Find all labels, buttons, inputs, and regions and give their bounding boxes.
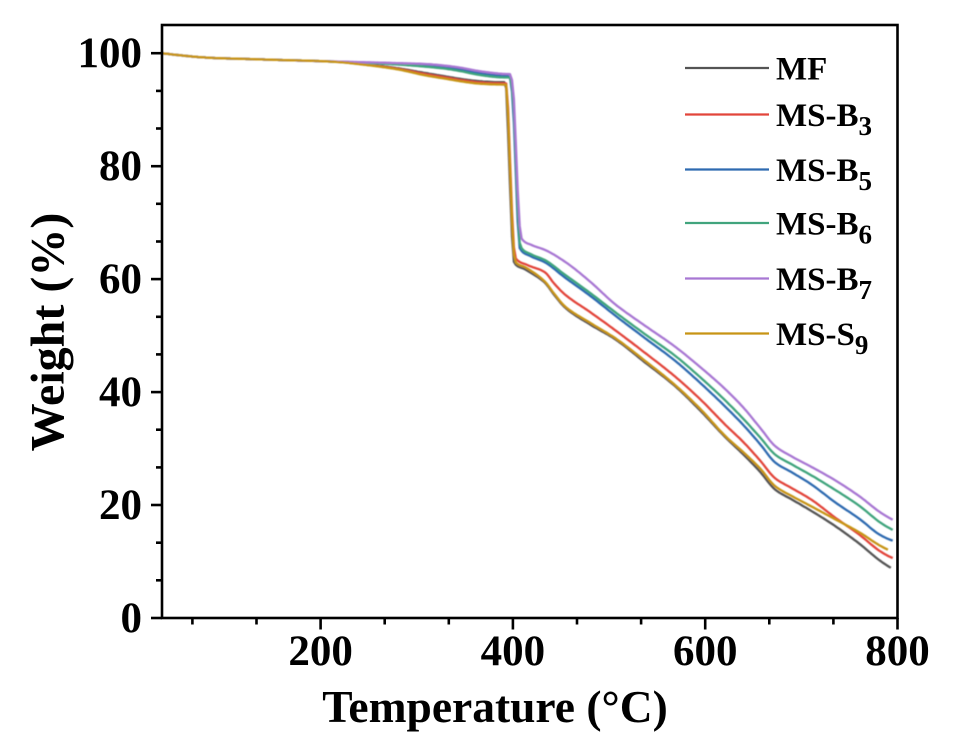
svg-text:0: 0 — [121, 595, 143, 642]
svg-text:Temperature (°C): Temperature (°C) — [322, 681, 667, 732]
svg-text:40: 40 — [99, 369, 142, 416]
svg-text:MS-S9: MS-S9 — [776, 317, 868, 360]
svg-text:100: 100 — [78, 30, 143, 77]
svg-text:MF: MF — [776, 52, 827, 88]
svg-text:MS-B3: MS-B3 — [776, 98, 872, 141]
svg-text:200: 200 — [288, 628, 353, 675]
svg-text:800: 800 — [865, 628, 930, 675]
svg-text:MS-B5: MS-B5 — [776, 153, 872, 196]
svg-text:Weight (%): Weight (%) — [22, 213, 75, 452]
svg-text:600: 600 — [673, 628, 738, 675]
svg-text:MS-B7: MS-B7 — [776, 262, 872, 305]
svg-text:MS-B6: MS-B6 — [776, 207, 872, 250]
svg-text:60: 60 — [99, 256, 142, 303]
svg-text:80: 80 — [99, 143, 142, 190]
svg-text:400: 400 — [481, 628, 546, 675]
svg-text:20: 20 — [99, 482, 142, 529]
